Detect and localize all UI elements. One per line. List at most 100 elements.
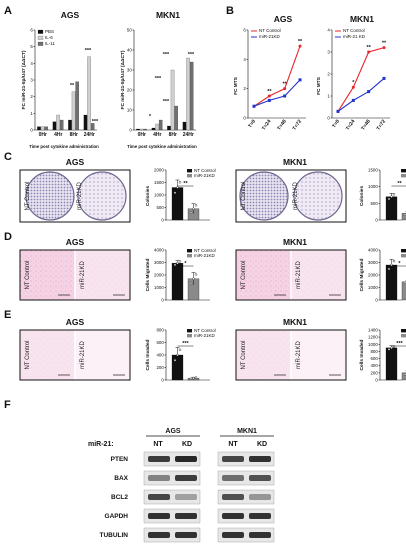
chart-a-mkn1-bar	[170, 69, 175, 131]
chart-d-mkn1-ytick-label: 4000	[368, 248, 378, 253]
chart-b-ags-significance-label: **	[283, 82, 288, 88]
chart-e-mkn1-ytick-label: 1000	[368, 342, 378, 347]
chart-e-mkn1-ytick-label: 1400	[368, 328, 378, 333]
chart-b-ags-point	[298, 44, 302, 48]
chart-a-mkn1-significance-label: ***	[155, 76, 162, 82]
chart-a-mkn1-bar	[155, 123, 159, 131]
chart-c-mkn1-ytick-label: 0	[375, 218, 378, 223]
western-protein-label: BCL2	[111, 494, 128, 501]
chart-b-mkn1-xtick-label: T=48	[360, 119, 372, 132]
chart-e-ags-ytick-label: 0	[161, 378, 164, 383]
western-lane-kd-mkn1: KD	[257, 441, 267, 448]
western-band	[249, 513, 271, 519]
western-band	[222, 456, 244, 462]
chart-c-mkn1-dot	[392, 193, 396, 196]
chart-b-mkn1-significance-label: *	[352, 80, 355, 86]
chart-e-mkn1-ytick-label: 0	[375, 378, 378, 383]
invasion-images-mkn1	[235, 329, 347, 381]
western-band	[249, 456, 271, 462]
chart-a-ags-bar	[90, 123, 95, 131]
chart-c-ags-dot	[173, 191, 177, 194]
chart-d-mkn1-ytick-label: 1000	[368, 285, 378, 290]
chart-c-ags-dot	[194, 204, 198, 207]
chart-b-mkn1-legend-label: NT Control	[343, 28, 365, 33]
panel-c-ylabel-ags: Colonies	[145, 186, 151, 207]
western-title-ags: AGS	[165, 428, 181, 435]
chart-a-ags-bar	[75, 81, 79, 131]
colony-plate-nt-mkn1	[239, 171, 289, 221]
chart-c-ags-ytick-label: 2000	[154, 168, 164, 173]
western-band	[249, 494, 271, 500]
western-band	[249, 475, 271, 481]
chart-b-mkn1-point	[382, 76, 386, 80]
chart-d-ags-bar	[171, 262, 184, 301]
chart-c-ags-legend-label: miR-21KD	[194, 173, 216, 178]
chart-e-mkn1-bar	[401, 372, 406, 381]
chart-d-ags-legend-label: miR-21KD	[194, 253, 216, 258]
invasion-image-nt-mkn1	[236, 330, 291, 380]
chart-e-ags-dot	[176, 353, 179, 357]
chart-d-ags-dot	[192, 277, 195, 280]
chart-c-ags-ytick-label: 1000	[154, 193, 164, 198]
chart-d-ags-legend-label: NT Control	[194, 248, 216, 253]
colony-plates-mkn1	[235, 169, 347, 223]
chart-a-ags-ytick-label: 0	[30, 128, 33, 133]
western-membrane	[217, 470, 275, 486]
chart-b-mkn1-significance-label: **	[382, 41, 387, 47]
chart-a-ags-ytick-label: 1	[30, 111, 33, 116]
chart-b-mkn1-line	[337, 47, 385, 112]
chart-e-ags-dot	[192, 376, 195, 380]
chart-a-mkn1-ytick-label: 40	[127, 48, 132, 53]
label-nt-control-c-ags: NT Control	[25, 182, 31, 211]
chart-d-mkn1-ytick-label: 3000	[368, 260, 378, 265]
chart-a-mkn1-significance-label: ***	[188, 52, 195, 58]
western-band	[222, 513, 244, 519]
panel-a-ylabel-mkn1: FC miR-21-5p/U47 (ΔΔCT)	[120, 50, 126, 109]
panel-a-xlabel-ags: Time post cytokine administration	[29, 144, 99, 149]
panel-c-title-ags: AGS	[66, 157, 85, 167]
chart-b-ags-point	[298, 78, 302, 82]
chart-a-mkn1-bar	[158, 119, 163, 131]
chart-a-mkn1-bar	[174, 105, 178, 131]
migration-images-mkn1	[235, 249, 347, 301]
western-lane-nt-mkn1: NT	[228, 441, 238, 448]
chart-b-ags-ytick-label: 2	[243, 86, 246, 91]
chart-a-mkn1-ytick-label: 30	[127, 68, 132, 73]
panel-d-ylabel-mkn1: Cells Migrated	[359, 259, 365, 292]
chart-c-mkn1-bar	[401, 213, 406, 221]
chart-a-ags-bar	[40, 126, 45, 131]
chart-b-ags-legend-label: miR-21KD	[259, 34, 281, 39]
western-protein-label: GAPDH	[105, 513, 129, 520]
chart-b-ags-line	[253, 45, 301, 107]
chart-b-ags-legend-label: NT Control	[259, 28, 281, 33]
western-membrane	[217, 508, 275, 524]
chart-a-mkn1-bar	[136, 128, 140, 131]
chart-b-mkn1-point	[336, 109, 340, 113]
chart-b-ags-point	[267, 94, 271, 98]
western-membrane	[217, 489, 275, 505]
migration-image-nt-mkn1	[236, 250, 291, 300]
chart-b-ags-xtick-label: T=72	[292, 119, 304, 132]
panel-letter-c: C	[4, 151, 12, 163]
chart-e-ags-legend-label: NT Control	[194, 328, 216, 333]
migration-image-kd-ags	[75, 250, 130, 300]
chart-a-ags-legend-label: IL-6	[45, 35, 53, 40]
chart-c-ags-legend-swatch	[187, 174, 192, 178]
western-lane-nt-ags: NT	[153, 441, 163, 448]
chart-b-mkn1-ytick-label: 2	[327, 72, 330, 77]
chart-b-mkn1-legend-label: miR-21 KD	[343, 34, 366, 39]
chart-a-ags-ytick-label: 5	[30, 44, 33, 49]
chart-a-ags-ytick-label: 3	[30, 78, 33, 83]
panel-b-title-mkn1: MKN1	[350, 14, 374, 24]
chart-a-ags-xtick-label: 0Hr	[39, 132, 47, 138]
panel-a-ylabel-ags: FC miR-21-5p/U47 (ΔΔCT)	[21, 50, 27, 109]
chart-d-mkn1-dot	[392, 259, 396, 263]
chart-c-ags-ytick-label: 0	[161, 218, 164, 223]
chart-a-ags-bar	[44, 126, 48, 131]
chart-b-ags-xtick-label: T=0	[247, 119, 257, 130]
